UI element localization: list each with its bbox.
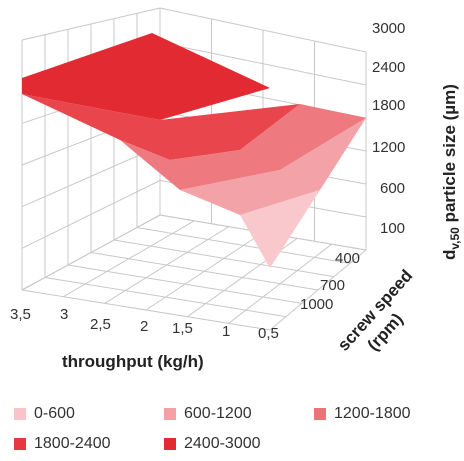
- x-tick: 3: [60, 306, 68, 323]
- x-tick: 1: [222, 323, 230, 340]
- z-tick: 1200: [372, 139, 405, 156]
- z-tick: 3000: [372, 20, 405, 37]
- surface-band-1200-1800: [120, 104, 366, 190]
- svg-text:dv,50 particle size (µm): dv,50 particle size (µm): [440, 84, 462, 260]
- z-title-main: d: [440, 250, 459, 260]
- legend-item: 0-600: [14, 405, 75, 423]
- surface-band-1800-2400: [22, 94, 300, 160]
- y-axis-ticks: 400 700 1000: [300, 250, 360, 313]
- legend-swatch: [314, 408, 326, 420]
- surface-band-0-600: [240, 190, 320, 268]
- legend-swatch: [164, 408, 176, 420]
- legend: 0-600 600-1200 1200-1800 1800-2400 2400-…: [14, 405, 464, 461]
- legend-item: 2400-3000: [164, 435, 261, 453]
- legend-label: 0-600: [34, 405, 75, 422]
- x-tick: 2: [140, 318, 148, 335]
- grid-line: [63, 220, 195, 298]
- surface-band-600-1200: [180, 118, 366, 215]
- z-title-rest: particle size (µm): [440, 84, 459, 227]
- legend-swatch: [164, 438, 176, 450]
- surface: [22, 33, 366, 268]
- z-axis-ticks: 3000 2400 1800 1200 600 100: [372, 20, 405, 237]
- legend-label: 1200-1800: [334, 405, 411, 422]
- grid-line: [269, 249, 367, 331]
- x-tick: 1,5: [172, 320, 193, 337]
- legend-label: 600-1200: [184, 405, 252, 422]
- z-axis-title: dv,50 particle size (µm): [440, 84, 462, 260]
- grid-line: [21, 214, 161, 291]
- legend-item: 1200-1800: [314, 405, 411, 423]
- z-title-sub: v,50: [448, 227, 462, 250]
- legend-swatch: [14, 438, 26, 450]
- grid-line: [104, 226, 229, 304]
- y-tick: 1000: [300, 296, 333, 313]
- x-tick: 2,5: [90, 316, 111, 333]
- y-axis-title: screw speed (rpm): [334, 266, 416, 355]
- legend-item: 600-1200: [164, 405, 252, 423]
- legend-label: 2400-3000: [184, 435, 261, 452]
- legend-item: 1800-2400: [14, 435, 111, 453]
- legend-swatch: [14, 408, 26, 420]
- z-tick: 1800: [372, 97, 405, 114]
- grid-line: [145, 232, 264, 311]
- x-axis-title: throughput (kg/h): [62, 352, 204, 371]
- surface-band-2400-3000: [22, 33, 270, 120]
- surface-chart: 3000 2400 1800 1200 600 100 400 700 1000…: [10, 7, 462, 371]
- x-axis-ticks: 3,5 3 2,5 2 1,5 1 0,5: [10, 306, 279, 342]
- y-tick: 700: [320, 277, 345, 294]
- legend-label: 1800-2400: [34, 435, 111, 452]
- x-tick: 0,5: [258, 325, 279, 342]
- x-tick: 3,5: [10, 306, 31, 323]
- z-tick: 600: [380, 180, 405, 197]
- grid-line: [228, 243, 332, 324]
- z-tick: 100: [380, 220, 405, 237]
- z-tick: 2400: [372, 59, 405, 76]
- y-tick: 400: [335, 250, 360, 267]
